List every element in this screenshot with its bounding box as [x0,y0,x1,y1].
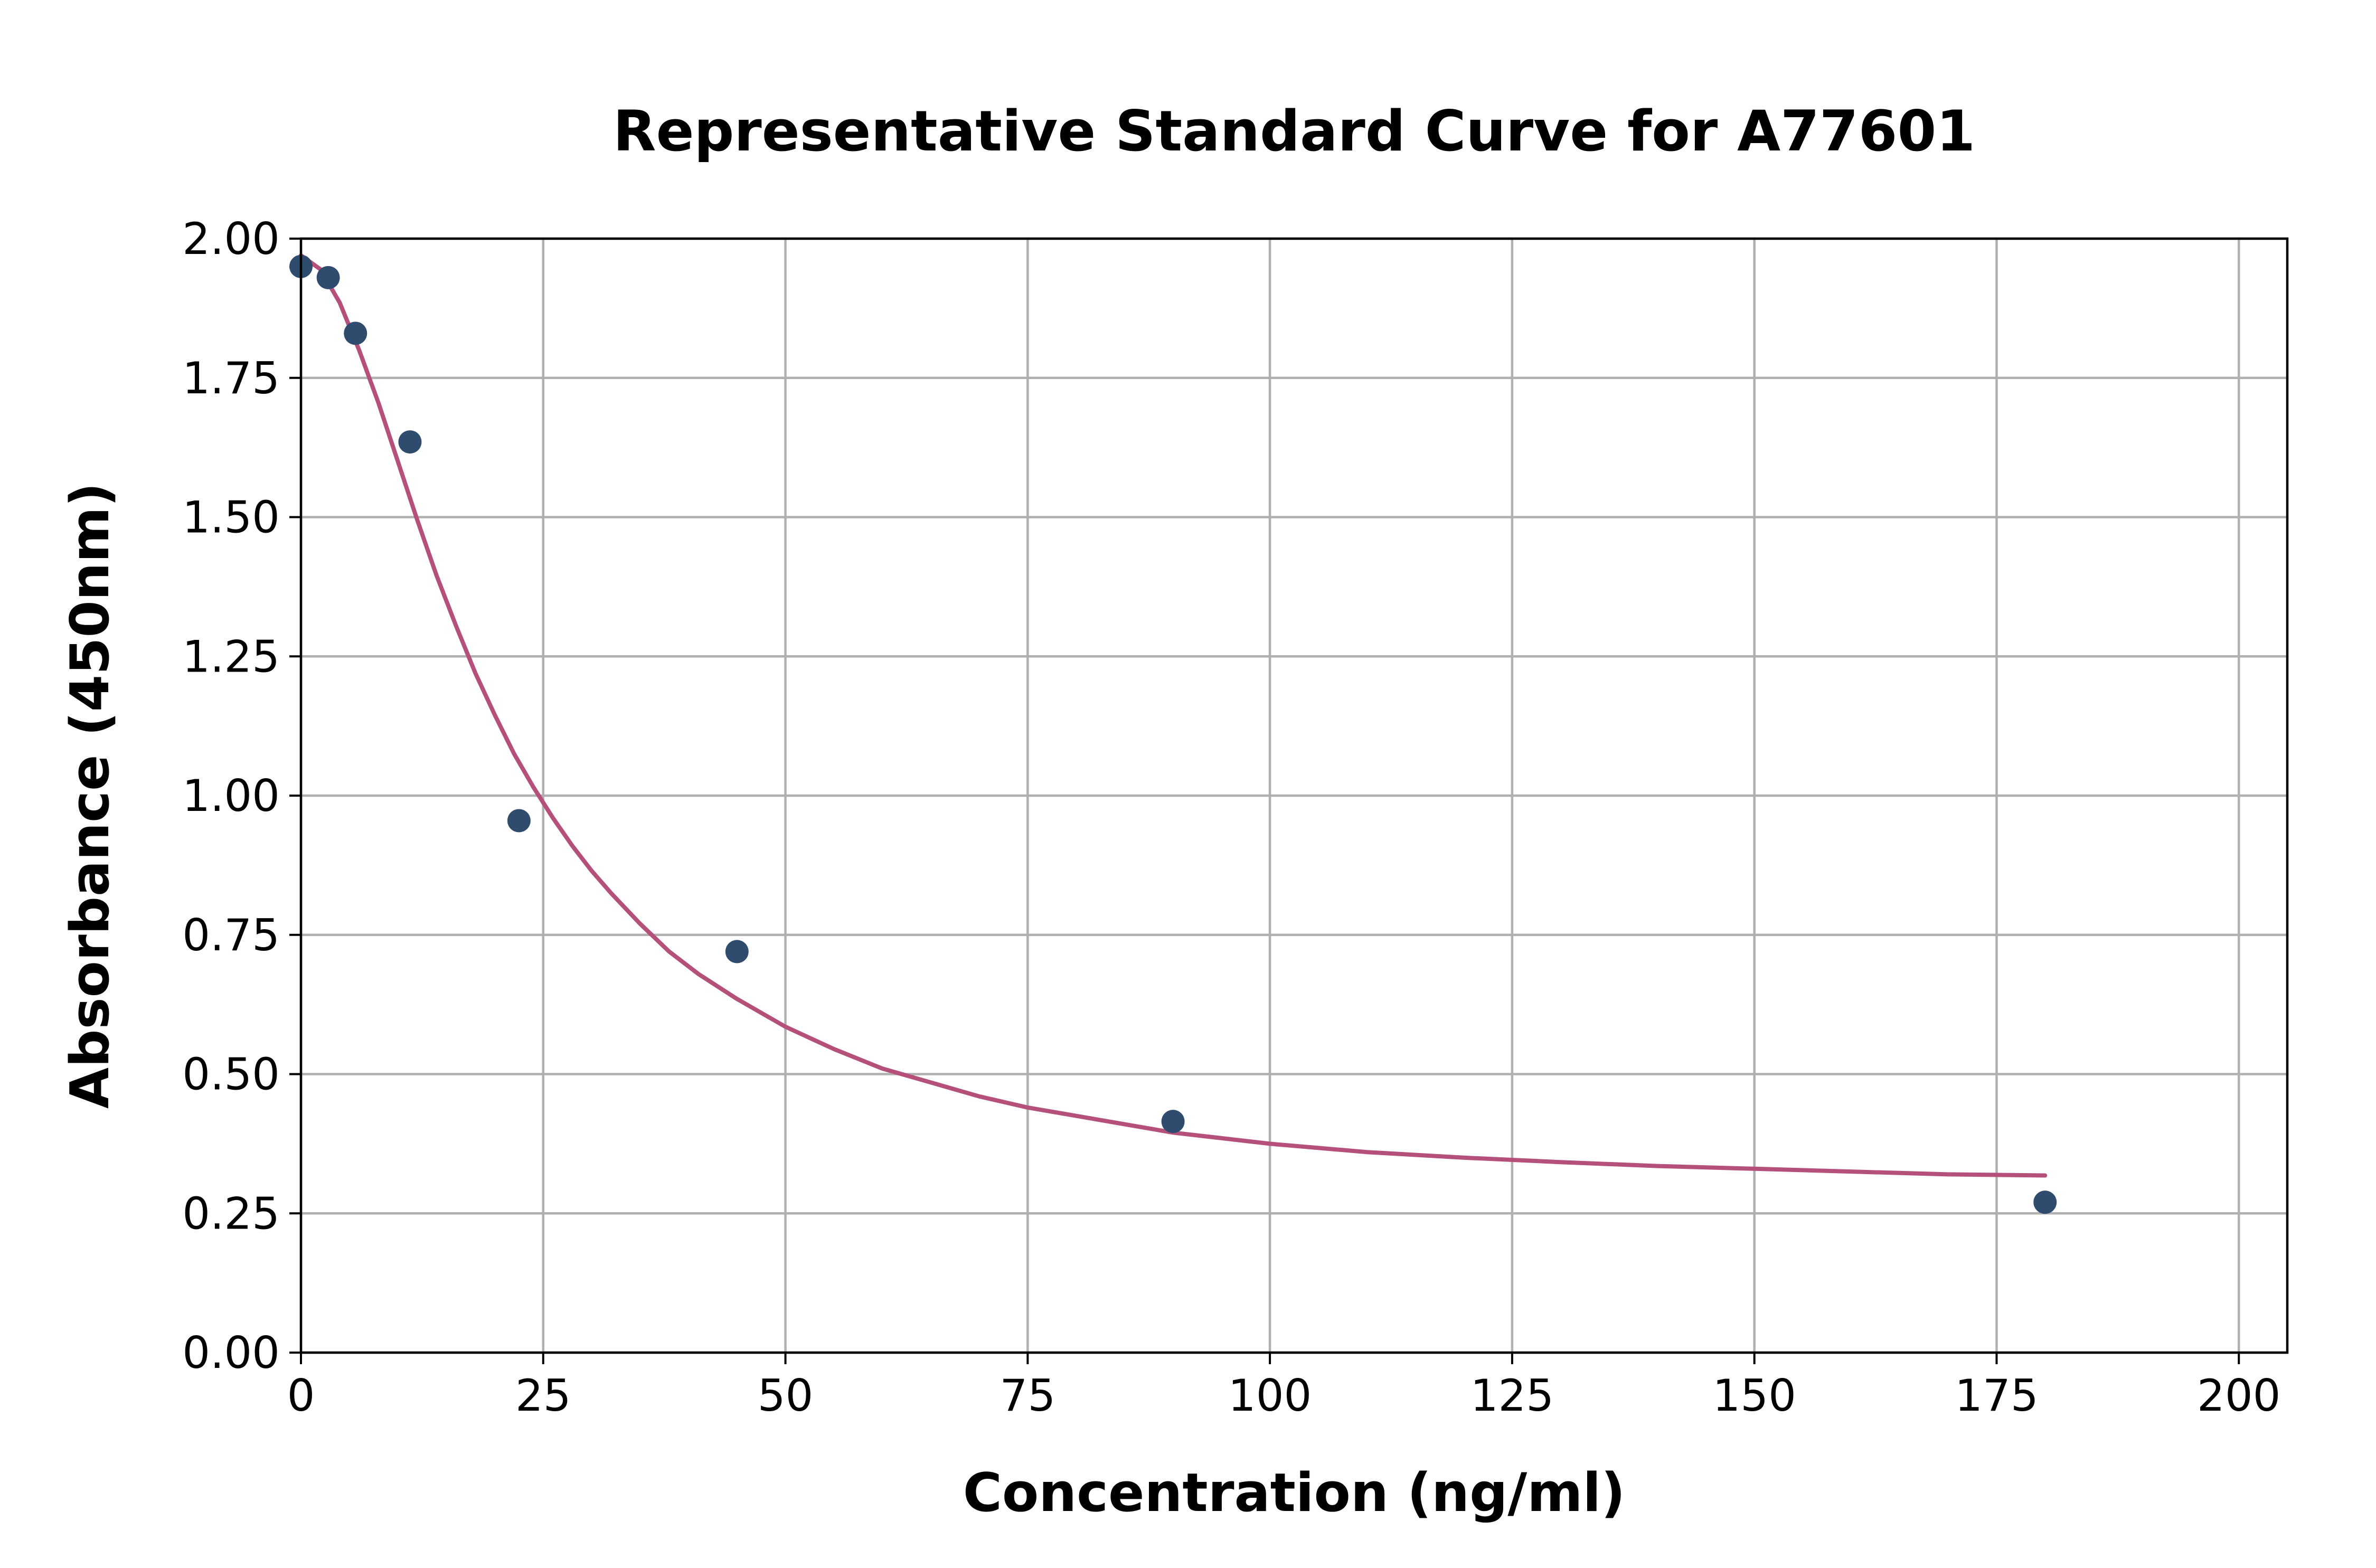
y-tick-label: 1.25 [182,631,280,682]
data-point [507,809,531,833]
y-tick-label: 2.00 [182,213,280,265]
y-tick-label: 1.75 [182,353,280,404]
x-tick-label: 150 [1712,1370,1796,1421]
data-point [344,322,367,345]
data-point [1161,1110,1185,1134]
x-axis-ticks: 0 25 50 75 100 125 150 175 200 [287,1353,2280,1421]
chart-title: Representative Standard Curve for A77601 [613,99,1975,164]
data-point [398,430,422,454]
fit-curve-layer [299,253,2048,1178]
x-tick-label: 50 [758,1370,814,1421]
y-tick-label: 1.50 [182,492,280,543]
data-point [2033,1191,2057,1214]
data-point [725,940,749,964]
data-point [316,266,340,289]
y-tick-label: 0.25 [182,1188,280,1239]
x-tick-label: 0 [287,1370,315,1421]
x-tick-label: 200 [2197,1370,2280,1421]
y-tick-label: 0.50 [182,1049,280,1100]
y-axis-ticks: 0.00 0.25 0.50 0.75 1.00 1.25 1.50 1.75 2.00 [182,213,301,1378]
x-tick-label: 125 [1470,1370,1554,1421]
x-tick-label: 75 [1000,1370,1056,1421]
x-tick-label: 100 [1228,1370,1312,1421]
x-tick-label: 175 [1955,1370,2038,1421]
x-axis-title: Concentration (ng/ml) [963,1461,1626,1524]
y-tick-label: 0.75 [182,910,280,961]
data-points-layer [289,254,2057,1214]
y-axis-title: Absorbance (450nm) [59,483,121,1109]
y-tick-label: 1.00 [182,770,280,821]
x-tick-label: 25 [515,1370,571,1421]
y-tick-label: 0.00 [182,1327,280,1378]
fit-curve-line [299,253,2048,1178]
